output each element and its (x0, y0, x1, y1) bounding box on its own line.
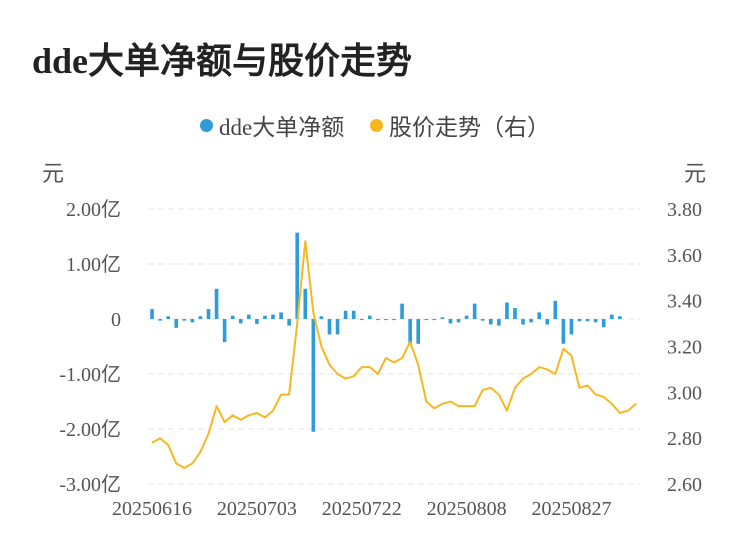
chart-title: dde大单净额与股价走势 (32, 41, 413, 81)
dde-bar (488, 319, 493, 325)
right-tick-label: 3.60 (667, 245, 702, 267)
dde-bar (279, 312, 283, 319)
right-tick-label: 3.40 (667, 291, 702, 313)
dde-bar (408, 319, 412, 344)
dde-bar (416, 319, 421, 344)
dde-bar (513, 308, 517, 319)
dde-bar (271, 314, 275, 319)
dde-bar (521, 319, 525, 325)
x-tick-label: 20250722 (322, 498, 402, 520)
dde-bar (609, 314, 614, 319)
dde-bar (238, 319, 243, 324)
legend-label-dde: dde大单净额 (219, 115, 345, 140)
dde-bar (166, 316, 170, 319)
legend-item-price[interactable]: 股价走势（右） (369, 108, 550, 142)
legend: dde大单净额 股价走势（右） (0, 108, 750, 142)
dde-bar (303, 288, 308, 319)
right-tick-label: 2.60 (667, 474, 702, 496)
left-tick-label: -1.00亿 (59, 363, 121, 386)
dde-bar (424, 319, 429, 321)
dde-bar (214, 288, 219, 319)
price-line (151, 240, 637, 469)
dde-bar (247, 314, 251, 319)
dde-bar (359, 319, 364, 321)
right-tick-label: 3.20 (667, 337, 702, 359)
left-tick-label: 1.00亿 (66, 253, 121, 276)
x-tick-label: 20250616 (112, 498, 192, 520)
dde-bar (351, 310, 356, 319)
dde-bar (537, 312, 541, 319)
dde-bar (472, 303, 477, 319)
dde-bar (295, 232, 300, 319)
left-axis-unit: 元 (42, 161, 65, 186)
dde-bar (327, 319, 332, 335)
dde-bar (448, 319, 453, 324)
dde-bar (335, 319, 340, 335)
left-tick-label: -3.00亿 (59, 473, 121, 496)
dde-bar (497, 319, 501, 326)
dde-bar (287, 319, 291, 326)
x-tick-label: 20250703 (217, 498, 297, 520)
dde-bar (432, 319, 437, 321)
dde-bar (464, 315, 469, 319)
left-tick-label: 0 (111, 309, 121, 331)
x-tick-label: 20250808 (427, 498, 507, 520)
dde-bar (367, 315, 372, 319)
dde-bar (553, 300, 558, 319)
dde-bar (529, 319, 533, 323)
dde-bar (384, 319, 388, 321)
dde-bar (182, 319, 187, 321)
dde-bar (255, 319, 259, 324)
right-tick-label: 2.80 (667, 428, 702, 450)
dde-bar (400, 303, 404, 319)
dde-bar (190, 319, 195, 323)
x-tick-label: 20250827 (531, 498, 611, 520)
dde-bar (593, 319, 598, 323)
left-tick-label: 2.00亿 (66, 198, 121, 221)
dde-bar (343, 310, 348, 319)
dde-bar (585, 319, 590, 322)
dde-bar (150, 309, 154, 319)
right-axis-unit: 元 (684, 161, 707, 186)
dde-bar (376, 319, 380, 321)
dde-bar (618, 316, 622, 319)
legend-item-dde[interactable]: dde大单净额 (200, 108, 344, 142)
right-tick-label: 3.80 (667, 199, 702, 221)
dde-bar (577, 319, 582, 322)
legend-dot-price (369, 118, 383, 132)
dde-bar (158, 319, 162, 321)
dde-bar (319, 316, 324, 319)
legend-label-price: 股价走势（右） (388, 115, 550, 140)
legend-dot-dde (200, 118, 214, 132)
dde-bar (545, 319, 550, 325)
left-tick-label: -2.00亿 (59, 418, 121, 441)
dde-bar (480, 319, 485, 321)
dde-bar (206, 309, 211, 319)
dde-bar (311, 319, 316, 432)
right-tick-label: 3.00 (667, 382, 702, 404)
dde-bar (601, 319, 606, 328)
dde-bar (456, 319, 461, 323)
dde-bar (222, 319, 227, 343)
dde-bar (263, 315, 267, 319)
dde-bar (569, 319, 574, 335)
dde-bar (561, 319, 566, 344)
dde-bar (198, 316, 203, 319)
dde-bar (174, 319, 179, 328)
dde-bar (440, 317, 445, 319)
dde-bar (392, 319, 396, 321)
dde-bar (230, 315, 235, 319)
dde-bar (505, 302, 509, 319)
